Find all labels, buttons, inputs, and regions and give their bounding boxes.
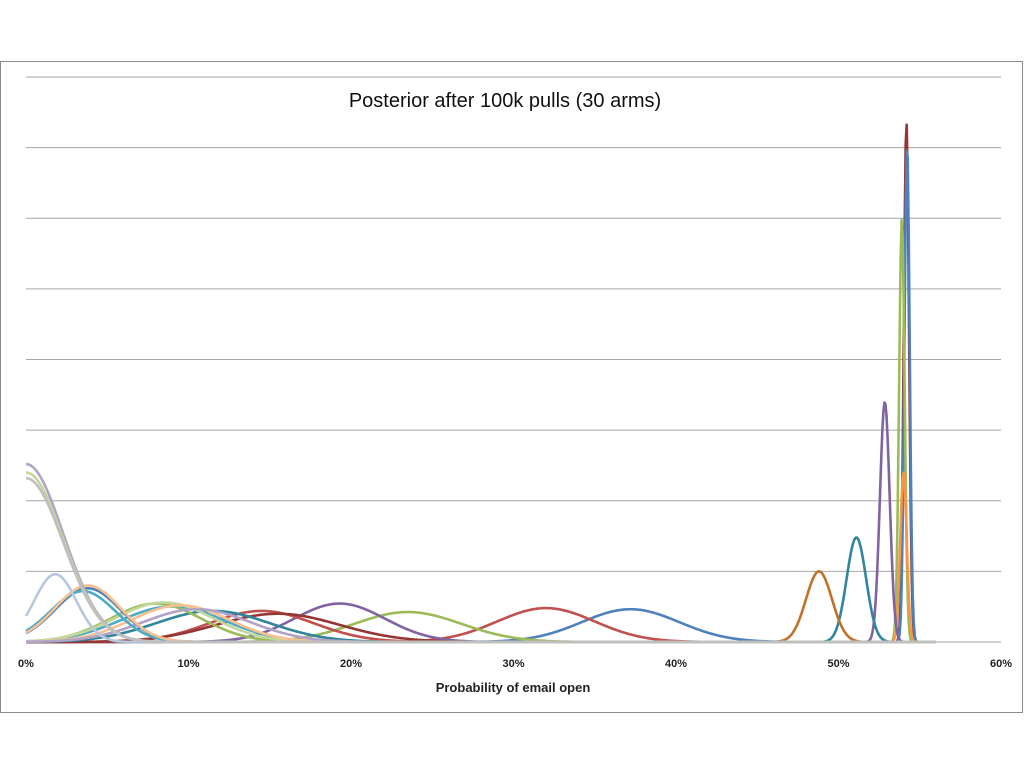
series-line-2 <box>25 149 937 644</box>
chart-frame: 0% 10% 20% 30% 40% 50% 60% Posterior after 100… <box>0 61 1023 713</box>
series-line-26 <box>25 476 937 644</box>
series-line-3 <box>25 218 937 644</box>
x-tick-label: 20% <box>340 658 362 670</box>
x-tick-label: 60% <box>990 658 1012 670</box>
series-curves <box>24 123 937 644</box>
series-line-6 <box>25 536 937 644</box>
chart-svg: 0% 10% 20% 30% 40% 50% 60% Posterior after 100… <box>18 76 1012 695</box>
x-tick-label: 50% <box>827 658 849 670</box>
series-line-22 <box>25 584 937 644</box>
x-tick-label: 0% <box>18 658 34 670</box>
x-tick-labels: 0% 10% 20% 30% 40% 50% 60% <box>18 658 1012 670</box>
x-tick-label: 40% <box>665 658 687 670</box>
chart-title: Posterior after 100k pulls (30 arms) <box>349 90 661 112</box>
series-line-1 <box>25 123 937 644</box>
gridlines <box>26 76 1001 643</box>
x-tick-label: 10% <box>177 658 199 670</box>
x-tick-label: 30% <box>502 658 524 670</box>
x-axis-title: Probability of email open <box>436 680 591 695</box>
